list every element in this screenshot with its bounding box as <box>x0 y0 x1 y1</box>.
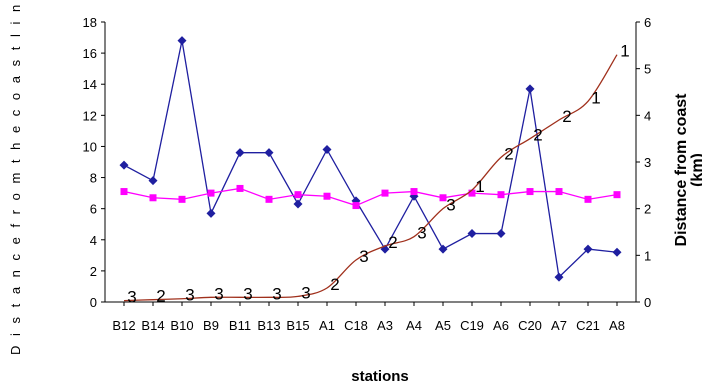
series-2-point <box>323 192 331 200</box>
series-1-point <box>177 36 187 46</box>
right-axis-title-line2: (km) <box>689 153 702 187</box>
x-tick-label: C21 <box>576 318 600 333</box>
series-2-point <box>410 188 418 196</box>
series-2-point <box>526 188 534 196</box>
series-1-point <box>235 148 245 158</box>
series-1-point <box>206 208 216 218</box>
left-tick-label: 6 <box>90 202 97 217</box>
curve-point-label: 2 <box>388 233 397 252</box>
series-2-point <box>439 194 447 202</box>
series-1-point <box>583 244 593 254</box>
series-1-point <box>119 160 129 170</box>
curve-point-label: 1 <box>591 88 600 107</box>
x-axis: B12 B14 B10 B9 B11 B13 B15 A1 C18 A3 A4 A5 C19 A6 C20 A… <box>105 301 636 333</box>
curve-point-label: 3 <box>417 224 426 243</box>
curve-point-label: 3 <box>127 288 136 307</box>
left-tick-label: 10 <box>83 139 97 154</box>
right-tick-label: 0 <box>644 295 651 310</box>
series-1-point <box>322 145 332 155</box>
x-tick-label: A4 <box>406 318 422 333</box>
right-tick-label: 5 <box>644 62 651 77</box>
curve-point-label: 3 <box>272 284 281 303</box>
x-tick-label: B12 <box>112 318 135 333</box>
x-tick-label: A5 <box>435 318 451 333</box>
series-1-point <box>438 244 448 254</box>
left-tick-label: 2 <box>90 264 97 279</box>
series-2-point <box>265 195 273 203</box>
x-tick-label: B14 <box>141 318 164 333</box>
x-tick-label: B9 <box>203 318 219 333</box>
curve-point-label: 2 <box>156 287 165 306</box>
left-tick-label: 8 <box>90 171 97 186</box>
right-axis-title-line1: Distance from coast <box>673 93 690 247</box>
series-1-point <box>293 199 303 209</box>
left-tick-label: 0 <box>90 295 97 310</box>
left-tick-label: 16 <box>83 46 97 61</box>
curve-point-label: 2 <box>533 126 542 145</box>
curve-point-label: 3 <box>301 283 310 302</box>
curve-point-label: 1 <box>620 42 629 61</box>
series-1-point <box>612 247 622 257</box>
curve-point-label: 2 <box>504 144 513 163</box>
x-tick-label: A8 <box>609 318 625 333</box>
series-2-point <box>120 188 128 196</box>
series-2-point <box>178 195 186 203</box>
series-2-point <box>468 189 476 197</box>
series-3-line <box>123 54 618 302</box>
series-2-point <box>236 184 244 192</box>
series-1-line <box>123 40 618 279</box>
series-2-point <box>352 202 360 210</box>
left-tick-label: 4 <box>90 233 97 248</box>
right-tick-label: 3 <box>644 155 651 170</box>
right-tick-label: 1 <box>644 248 651 263</box>
curve-point-label: 3 <box>359 247 368 266</box>
x-tick-label: C18 <box>344 318 368 333</box>
left-y-axis: 0 2 4 6 8 10 12 14 16 18 <box>83 15 106 310</box>
x-tick-label: B11 <box>229 318 251 333</box>
curve-point-label: 1 <box>475 177 484 196</box>
series-2-point <box>584 195 592 203</box>
series-1-point <box>496 229 506 239</box>
x-tick-label: C20 <box>518 318 542 333</box>
series-2-point <box>294 191 302 199</box>
curve-point-label: 3 <box>185 286 194 305</box>
series-2-point <box>497 191 505 199</box>
x-tick-label: B15 <box>286 318 309 333</box>
x-tick-label: A6 <box>493 318 509 333</box>
left-tick-label: 18 <box>83 15 97 30</box>
left-tick-label: 12 <box>83 108 97 123</box>
series-1-point <box>467 229 477 239</box>
series-1-point <box>264 148 274 158</box>
point-labels-layer: 3 2 3 3 3 3 3 2 3 2 3 3 1 2 2 2 1 1 <box>127 42 629 307</box>
right-y-axis: 0 1 2 3 4 5 6 <box>635 15 651 310</box>
curve-point-label: 3 <box>446 196 455 215</box>
series-2-point <box>207 189 215 197</box>
series-1-point <box>148 176 158 186</box>
right-tick-label: 2 <box>644 202 651 217</box>
series-2-point <box>613 191 621 199</box>
series-2-line <box>123 187 618 207</box>
x-tick-label: B13 <box>257 318 280 333</box>
series-1-point <box>554 272 564 282</box>
series-2-point <box>149 194 157 202</box>
curve-point-label: 3 <box>243 284 252 303</box>
series-layer <box>119 36 622 302</box>
x-tick-label: A3 <box>377 318 393 333</box>
curve-point-label: 2 <box>562 107 571 126</box>
x-tick-label: C19 <box>460 318 484 333</box>
x-tick-label: A7 <box>551 318 567 333</box>
left-axis-title: D i s t a n c e f r o m t h e c o a s t … <box>8 0 23 355</box>
series-1-point <box>525 84 535 94</box>
right-tick-label: 6 <box>644 15 651 30</box>
series-2-point <box>381 189 389 197</box>
x-tick-label: B10 <box>170 318 193 333</box>
curve-point-label: 2 <box>330 275 339 294</box>
right-tick-label: 4 <box>644 108 651 123</box>
x-tick-label: A1 <box>319 318 335 333</box>
curve-point-label: 3 <box>214 284 223 303</box>
series-2-point <box>555 188 563 196</box>
x-axis-title: stations <box>351 368 409 385</box>
left-tick-label: 14 <box>83 77 97 92</box>
